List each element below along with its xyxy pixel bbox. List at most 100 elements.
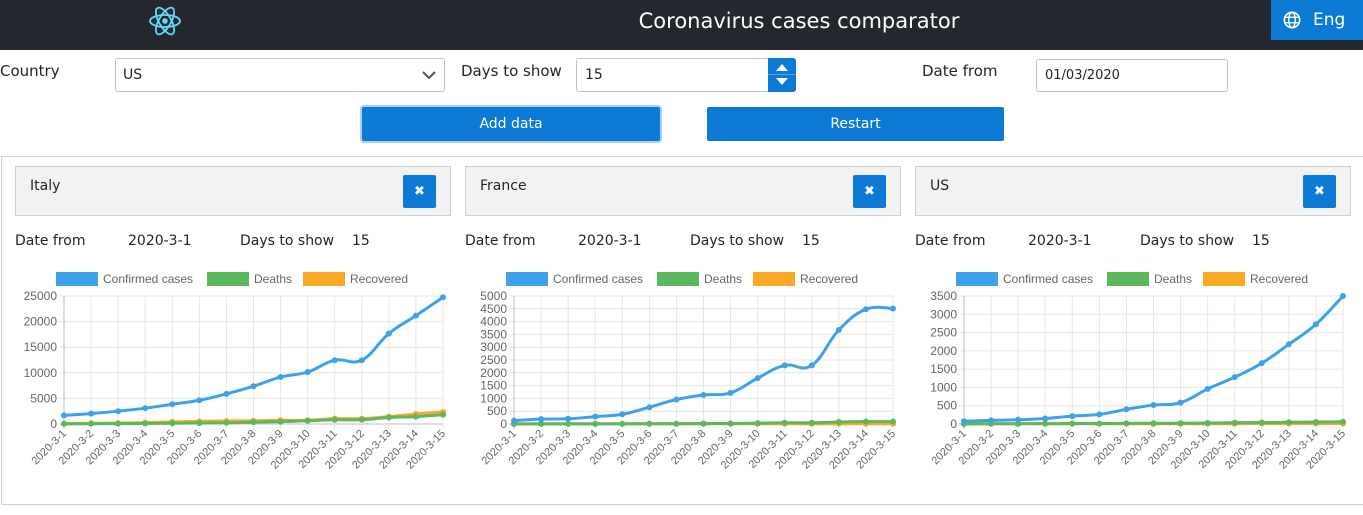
data-point xyxy=(808,362,815,369)
legend-swatch xyxy=(1203,272,1245,286)
remove-card-button[interactable]: ✖ xyxy=(403,175,436,208)
y-tick-label: 0 xyxy=(500,417,507,431)
y-tick-label: 2000 xyxy=(930,344,957,358)
y-tick-label: 4000 xyxy=(480,315,507,329)
data-point xyxy=(115,408,122,415)
data-point xyxy=(196,397,203,404)
legend-item[interactable]: Recovered xyxy=(303,271,408,287)
legend-label: Recovered xyxy=(800,272,859,286)
stepper-up-icon[interactable] xyxy=(776,64,788,71)
react-atom-icon xyxy=(149,6,181,36)
data-point xyxy=(727,389,734,396)
data-point xyxy=(862,418,869,425)
card-header: France ✖ xyxy=(465,166,901,216)
data-point xyxy=(1042,420,1049,427)
date-input[interactable]: 01/03/2020 xyxy=(1036,59,1228,92)
data-point xyxy=(1015,416,1022,423)
legend-item[interactable]: Recovered xyxy=(1203,271,1308,287)
y-tick-label: 500 xyxy=(937,399,957,413)
country-select-value: US xyxy=(123,67,143,83)
y-tick-label: 5000 xyxy=(480,289,507,303)
data-point xyxy=(835,326,842,333)
data-point xyxy=(646,420,653,427)
data-point xyxy=(890,418,896,425)
country-card: Italy ✖ Date from 2020-3-1 Days to show … xyxy=(15,166,451,472)
legend-label: Deaths xyxy=(1154,272,1193,286)
y-tick-label: 4500 xyxy=(480,302,507,316)
data-point xyxy=(1312,321,1319,328)
data-point xyxy=(412,413,419,420)
days-stepper[interactable] xyxy=(768,58,796,92)
data-point xyxy=(142,420,149,427)
data-point xyxy=(304,369,311,376)
legend-item[interactable]: Deaths xyxy=(207,271,292,287)
data-point xyxy=(385,414,392,421)
country-card: France ✖ Date from 2020-3-1 Days to show… xyxy=(465,166,901,472)
data-point xyxy=(1285,341,1292,348)
data-point xyxy=(358,416,365,423)
y-tick-label: 1500 xyxy=(930,362,957,376)
data-point xyxy=(88,410,95,417)
legend-swatch xyxy=(56,272,98,286)
globe-icon xyxy=(1283,11,1301,29)
data-point xyxy=(862,306,869,313)
language-button[interactable]: Eng xyxy=(1271,0,1363,40)
language-label: Eng xyxy=(1313,10,1346,30)
data-point xyxy=(808,419,815,426)
y-tick-label: 2500 xyxy=(480,353,507,367)
data-point xyxy=(440,294,446,301)
card-days-label: Days to show xyxy=(690,233,785,249)
data-point xyxy=(1204,385,1211,392)
card-date-value: 2020-3-1 xyxy=(578,233,642,249)
y-tick-label: 3000 xyxy=(930,307,957,321)
legend-label: Confirmed cases xyxy=(553,272,644,286)
legend-item[interactable]: Deaths xyxy=(657,271,742,287)
data-point xyxy=(61,420,67,427)
data-point xyxy=(304,417,311,424)
y-tick-label: 2500 xyxy=(930,326,957,340)
card-days-value: 15 xyxy=(1252,233,1270,249)
data-point xyxy=(592,420,599,427)
data-point xyxy=(1069,420,1076,427)
data-point xyxy=(358,357,365,364)
legend-swatch xyxy=(1107,272,1149,286)
data-point xyxy=(1123,406,1130,413)
add-data-button[interactable]: Add data xyxy=(362,107,660,141)
data-point xyxy=(511,417,517,424)
remove-card-button[interactable]: ✖ xyxy=(853,175,886,208)
legend-item[interactable]: Confirmed cases xyxy=(956,271,1093,287)
chevron-down-icon xyxy=(422,71,436,80)
y-tick-label: 0 xyxy=(50,417,57,431)
stepper-down-icon[interactable] xyxy=(776,78,788,85)
data-point xyxy=(1231,419,1238,426)
data-point xyxy=(223,390,230,397)
data-point xyxy=(1312,419,1319,426)
data-point xyxy=(277,374,284,381)
days-label: Days to show xyxy=(461,62,562,80)
data-point xyxy=(1150,420,1157,427)
data-point xyxy=(142,405,149,412)
restart-button[interactable]: Restart xyxy=(707,107,1004,141)
legend-swatch xyxy=(303,272,345,286)
data-point xyxy=(385,330,392,337)
legend-item[interactable]: Confirmed cases xyxy=(56,271,193,287)
card-date-label: Date from xyxy=(15,233,86,249)
data-point xyxy=(61,412,67,419)
charts-panel xyxy=(1,156,1363,505)
card-days-label: Days to show xyxy=(240,233,335,249)
days-input[interactable]: 15 xyxy=(576,58,796,92)
date-input-value: 01/03/2020 xyxy=(1045,68,1120,83)
legend-item[interactable]: Deaths xyxy=(1107,271,1192,287)
data-point xyxy=(1285,419,1292,426)
card-days-value: 15 xyxy=(352,233,370,249)
remove-card-button[interactable]: ✖ xyxy=(1303,175,1336,208)
y-tick-label: 3000 xyxy=(480,340,507,354)
country-select[interactable]: US xyxy=(115,58,445,92)
legend-item[interactable]: Recovered xyxy=(753,271,858,287)
data-point xyxy=(619,420,626,427)
date-label: Date from xyxy=(922,62,998,80)
data-point xyxy=(1204,419,1211,426)
y-tick-label: 1000 xyxy=(930,380,957,394)
legend-swatch xyxy=(956,272,998,286)
legend-item[interactable]: Confirmed cases xyxy=(506,271,643,287)
